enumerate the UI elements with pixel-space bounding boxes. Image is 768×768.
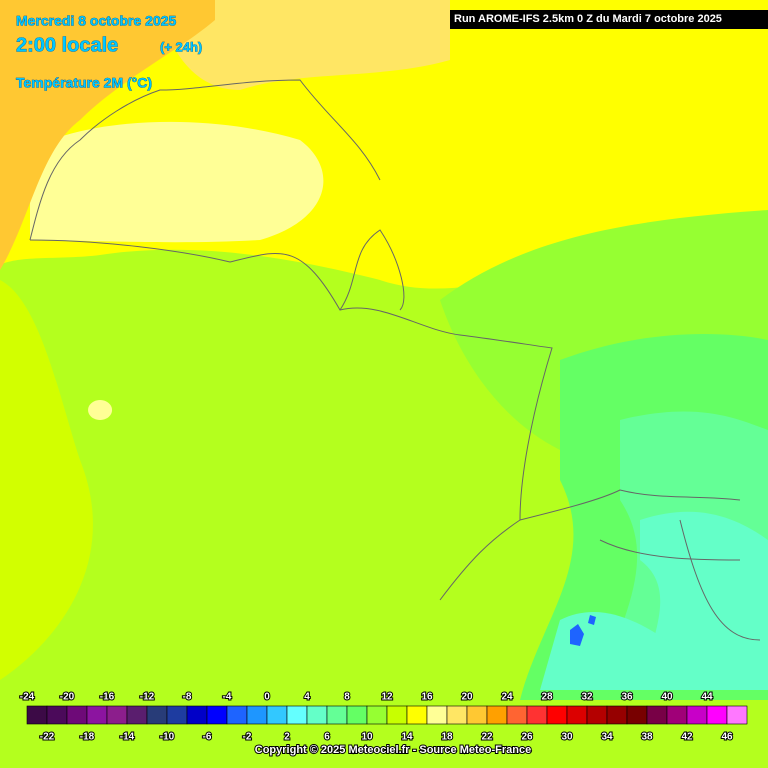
legend-tick-label: 10: [361, 732, 373, 743]
legend-swatch: [166, 705, 188, 725]
legend-tick-label: -20: [60, 692, 75, 703]
legend-swatch: [286, 705, 308, 725]
legend-swatch: [586, 705, 608, 725]
border: [519, 489, 761, 641]
legend-tick-label: 2: [284, 732, 290, 743]
legend-swatch: [186, 705, 208, 725]
legend-tick-label: -24: [20, 692, 35, 703]
legend-tick-label: 30: [561, 732, 573, 743]
legend-tick-label: 6: [324, 732, 330, 743]
legend-swatch: [86, 705, 108, 725]
legend-tick-label: 32: [581, 692, 593, 703]
legend-swatch: [646, 705, 668, 725]
legend-tick-label: 44: [701, 692, 713, 703]
legend-tick-label: -14: [120, 732, 135, 743]
legend-swatch: [566, 705, 588, 725]
copyright: Copyright © 2025 Meteociel.fr - Source M…: [255, 744, 531, 756]
legend-tick-label: 46: [721, 732, 733, 743]
sea-area: [0, 0, 215, 270]
legend-tick-label: -2: [243, 732, 252, 743]
legend-swatch: [406, 705, 428, 725]
legend-swatch: [226, 705, 248, 725]
legend-tick-label: -10: [160, 732, 175, 743]
legend-tick-label: 34: [601, 732, 613, 743]
legend-tick-label: 8: [344, 692, 350, 703]
legend-tick-label: -22: [40, 732, 55, 743]
legend-swatch: [326, 705, 348, 725]
legend-swatch: [486, 705, 508, 725]
legend-tick-label: -16: [100, 692, 115, 703]
parameter: Température 2M (°C): [16, 75, 152, 91]
legend: -24-22-20-18-16-14-12-10-8-6-4-202468101…: [19, 691, 748, 744]
legend-tick-label: 24: [501, 692, 513, 703]
legend-swatch: [686, 705, 708, 725]
legend-tick-label: -4: [223, 692, 232, 703]
legend-tick-label: 26: [521, 732, 533, 743]
legend-tick-label: 4: [304, 692, 310, 703]
legend-tick-label: -18: [80, 732, 95, 743]
legend-swatch: [346, 705, 368, 725]
legend-tick-label: 40: [661, 692, 673, 703]
legend-swatch: [26, 705, 48, 725]
legend-tick-label: -6: [203, 732, 212, 743]
run-info: Run AROME-IFS 2.5km 0 Z du Mardi 7 octob…: [454, 13, 722, 25]
legend-tick-label: 20: [461, 692, 473, 703]
legend-swatch: [366, 705, 388, 725]
cold-spot: [570, 615, 596, 646]
border: [29, 239, 553, 601]
legend-tick-label: 0: [264, 692, 270, 703]
coast: [29, 79, 381, 241]
legend-tick-label: -8: [183, 692, 192, 703]
legend-swatch: [706, 705, 728, 725]
legend-swatch: [126, 705, 148, 725]
city-spot: [88, 400, 113, 420]
mild-area: [30, 121, 324, 243]
legend-tick-label: 12: [381, 692, 393, 703]
legend-swatch: [146, 705, 168, 725]
legend-swatch: [206, 705, 228, 725]
lead-time: (+ 24h): [160, 39, 202, 54]
legend-tick-label: 36: [621, 692, 633, 703]
legend-swatch: [526, 705, 548, 725]
legend-swatch: [426, 705, 448, 725]
legend-swatch: [726, 705, 748, 725]
legend-swatch: [506, 705, 528, 725]
legend-tick-label: -12: [140, 692, 155, 703]
legend-swatch: [626, 705, 648, 725]
legend-tick-label: 28: [541, 692, 553, 703]
area: [0, 280, 93, 680]
legend-tick-label: 38: [641, 732, 653, 743]
legend-swatch: [46, 705, 68, 725]
date: Mercredi 8 octobre 2025: [16, 13, 177, 29]
legend-swatch: [446, 705, 468, 725]
run-box: [450, 10, 768, 29]
legend-tick-label: 42: [681, 732, 693, 743]
legend-swatch: [386, 705, 408, 725]
legend-swatch: [306, 705, 328, 725]
legend-swatch: [546, 705, 568, 725]
legend-tick-label: 16: [421, 692, 433, 703]
legend-swatch: [106, 705, 128, 725]
legend-tick-label: 22: [481, 732, 493, 743]
legend-tick-label: 18: [441, 732, 453, 743]
legend-swatch: [466, 705, 488, 725]
legend-swatch: [66, 705, 88, 725]
legend-swatch: [666, 705, 688, 725]
legend-swatch: [246, 705, 268, 725]
legend-swatch: [266, 705, 288, 725]
warm-area: [170, 0, 450, 90]
legend-tick-label: 14: [401, 732, 413, 743]
time: 2:00 locale: [16, 34, 118, 56]
legend-swatch: [606, 705, 628, 725]
border: [339, 229, 405, 311]
